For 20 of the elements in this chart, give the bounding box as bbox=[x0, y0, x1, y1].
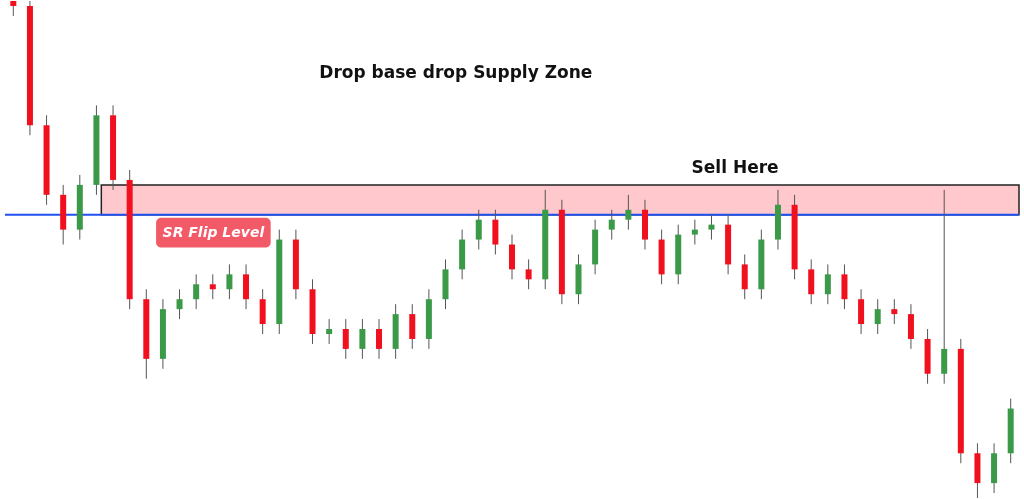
annotation: Drop base drop Supply Zone bbox=[319, 62, 593, 83]
candlestick bbox=[891, 298, 898, 325]
candlestick bbox=[226, 263, 233, 300]
candlestick bbox=[359, 318, 366, 360]
candlestick bbox=[874, 298, 881, 335]
candlestick bbox=[525, 258, 532, 290]
ref-line-label: SR Flip Level bbox=[162, 223, 265, 240]
candlestick bbox=[824, 263, 831, 305]
candlestick bbox=[608, 209, 615, 241]
candlestick bbox=[625, 194, 632, 231]
candlestick bbox=[176, 288, 183, 320]
candlestick bbox=[209, 273, 216, 300]
candlestick bbox=[326, 318, 333, 345]
candlestick bbox=[708, 214, 715, 241]
candlestick bbox=[193, 273, 200, 310]
candlestick bbox=[691, 219, 698, 246]
band-label: Sell Here bbox=[691, 156, 779, 177]
candlestick bbox=[376, 318, 383, 360]
candlestick bbox=[342, 318, 349, 360]
candlestick bbox=[475, 209, 482, 250]
